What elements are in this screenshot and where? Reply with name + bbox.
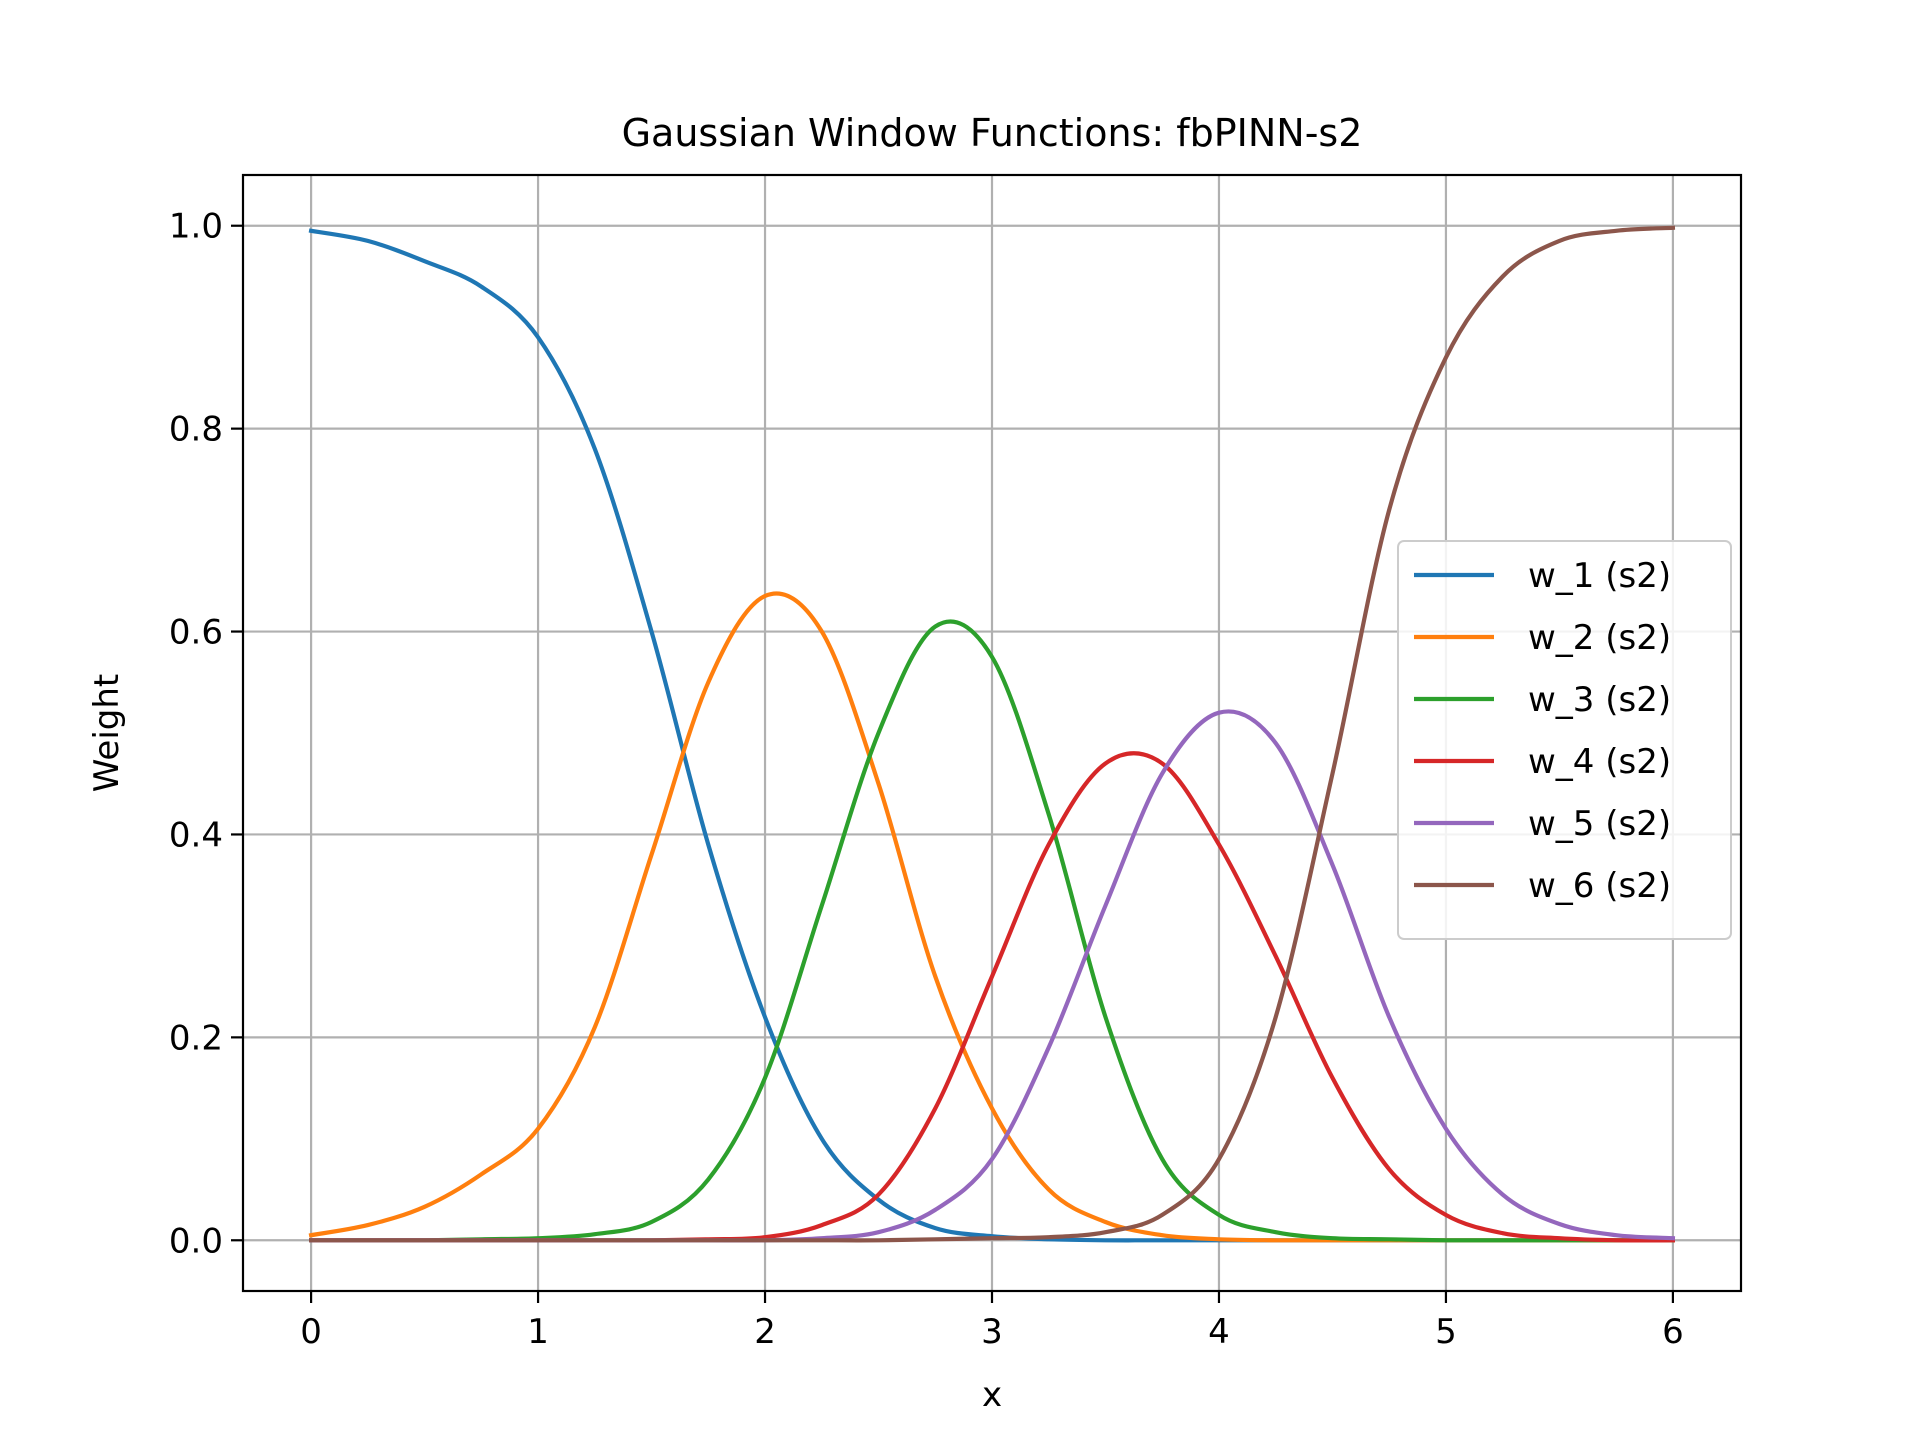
x-tick-label: 5 xyxy=(1435,1312,1457,1352)
chart-title: Gaussian Window Functions: fbPINN-s2 xyxy=(622,111,1363,155)
x-tick-label: 4 xyxy=(1208,1312,1230,1352)
x-tick-label: 0 xyxy=(300,1312,322,1352)
y-tick-label: 0.8 xyxy=(169,410,223,450)
x-tick-label: 1 xyxy=(527,1312,549,1352)
series-lines xyxy=(308,225,1676,1243)
y-tick-label: 0.2 xyxy=(169,1018,223,1058)
legend-label-1: w_1 (s2) xyxy=(1528,556,1671,596)
series-line-3 xyxy=(309,619,1675,1243)
legend-box xyxy=(1397,540,1732,940)
legend-label-2: w_2 (s2) xyxy=(1528,618,1671,658)
y-tick-label: 1.0 xyxy=(169,207,223,247)
x-tick-label: 6 xyxy=(1662,1312,1684,1352)
x-axis-label: x xyxy=(982,1375,1002,1415)
series-line-6 xyxy=(309,225,1676,1243)
x-tick-label: 3 xyxy=(981,1312,1003,1352)
y-axis-ticks: 0.0 0.2 0.4 0.6 0.8 1.0 xyxy=(169,207,243,1261)
legend-label-6: w_6 (s2) xyxy=(1528,866,1671,906)
y-tick-label: 0.0 xyxy=(169,1221,223,1261)
y-axis-label: Weight xyxy=(87,674,127,792)
legend-label-3: w_3 (s2) xyxy=(1528,680,1671,720)
legend: w_1 (s2) w_2 (s2) w_3 (s2) w_4 (s2) w_5 (s2)… xyxy=(1397,540,1732,940)
x-axis-ticks: 0 1 2 3 4 5 6 xyxy=(300,1291,1684,1352)
legend-label-5: w_5 (s2) xyxy=(1528,804,1671,844)
x-tick-label: 2 xyxy=(754,1312,776,1352)
legend-label-4: w_4 (s2) xyxy=(1528,742,1671,782)
y-tick-label: 0.4 xyxy=(169,815,223,855)
y-tick-label: 0.6 xyxy=(169,613,223,653)
